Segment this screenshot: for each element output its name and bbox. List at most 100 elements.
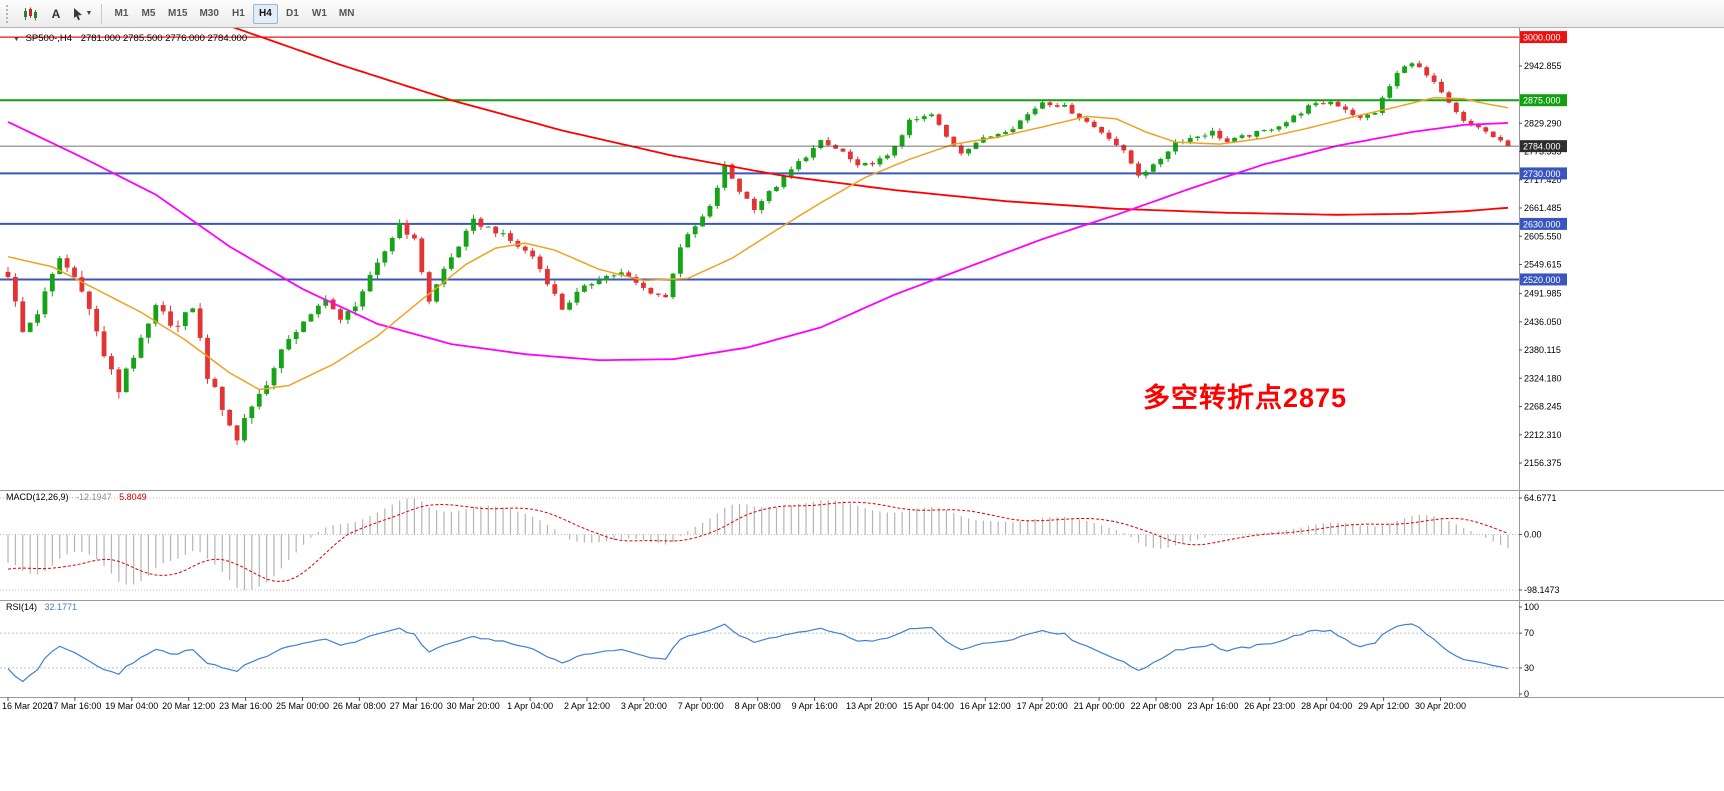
svg-text:16 Apr 12:00: 16 Apr 12:00: [960, 701, 1011, 711]
svg-text:16 Mar 2020: 16 Mar 2020: [2, 701, 53, 711]
timeframe-toolbar: M1 M5 M15 M30 H1 H4 D1 W1 MN: [108, 3, 360, 24]
svg-text:2436.050: 2436.050: [1524, 317, 1562, 327]
svg-text:2605.550: 2605.550: [1524, 231, 1562, 241]
timeframe-button-m1[interactable]: M1: [114, 8, 129, 19]
svg-text:2549.615: 2549.615: [1524, 259, 1562, 269]
svg-text:2324.180: 2324.180: [1524, 373, 1562, 383]
svg-text:27 Mar 16:00: 27 Mar 16:00: [390, 701, 443, 711]
svg-text:-98.1473: -98.1473: [1524, 585, 1560, 595]
svg-text:2730.000: 2730.000: [1523, 169, 1561, 179]
timeframe-button-h4[interactable]: H4: [252, 3, 278, 24]
svg-text:2520.000: 2520.000: [1523, 275, 1561, 285]
chart-annotation-text[interactable]: 多空转折点2875: [1143, 383, 1348, 413]
svg-text:3 Apr 20:00: 3 Apr 20:00: [621, 701, 667, 711]
timeframe-button-mn[interactable]: MN: [338, 8, 355, 19]
cursor-tool-button[interactable]: ▼: [70, 3, 94, 25]
svg-text:2717.420: 2717.420: [1524, 175, 1562, 185]
timeframe-button-m5[interactable]: M5: [141, 8, 156, 19]
macd-signal-value: 5.8049: [119, 492, 147, 502]
macd-name: MACD(12,26,9): [6, 492, 69, 502]
ohlc-values: 2781.000 2785.500 2776.000 2784.000: [80, 33, 248, 44]
svg-text:8 Apr 08:00: 8 Apr 08:00: [735, 701, 781, 711]
svg-text:19 Mar 04:00: 19 Mar 04:00: [105, 701, 158, 711]
chart-menu-icon[interactable]: ▼: [13, 36, 20, 43]
hlines-layer: [0, 36, 1519, 281]
svg-text:2630.000: 2630.000: [1523, 219, 1561, 229]
svg-text:30 Mar 20:00: 30 Mar 20:00: [447, 701, 500, 711]
svg-text:26 Apr 23:00: 26 Apr 23:00: [1244, 701, 1295, 711]
rsi-layer: [0, 623, 1519, 683]
svg-text:28 Apr 04:00: 28 Apr 04:00: [1301, 701, 1352, 711]
candles-layer: [5, 60, 1511, 445]
svg-text:3000.000: 3000.000: [1523, 33, 1561, 43]
candlestick-icon: [23, 7, 37, 20]
timeframe-button-w1[interactable]: W1: [311, 8, 327, 19]
svg-text:30: 30: [1524, 663, 1534, 673]
svg-text:2268.245: 2268.245: [1524, 402, 1562, 412]
svg-text:2491.985: 2491.985: [1524, 289, 1562, 299]
svg-text:23 Mar 16:00: 23 Mar 16:00: [219, 701, 272, 711]
svg-text:64.6771: 64.6771: [1524, 493, 1557, 503]
svg-text:21 Apr 00:00: 21 Apr 00:00: [1074, 701, 1125, 711]
svg-text:2942.855: 2942.855: [1524, 61, 1562, 71]
svg-text:100: 100: [1524, 602, 1539, 612]
macd-indicator-label: MACD(12,26,9) -12.1947 5.8049: [6, 492, 147, 502]
macd-signal-line: [7, 501, 1509, 583]
svg-text:2212.310: 2212.310: [1524, 430, 1562, 440]
svg-text:2784.000: 2784.000: [1523, 142, 1561, 152]
svg-text:13 Apr 20:00: 13 Apr 20:00: [846, 701, 897, 711]
cursor-icon: [73, 7, 82, 20]
chart-canvas[interactable]: 2942.8552829.2902773.5552717.4202661.485…: [0, 28, 1724, 715]
text-tool-button[interactable]: A: [44, 3, 68, 25]
timeframe-button-m15[interactable]: M15: [168, 8, 188, 19]
toolbar: A ▼ M1 M5 M15 M30 H1 H4 D1 W1 MN: [0, 0, 1724, 28]
ma-lines-layer: [7, 28, 1509, 391]
svg-text:22 Apr 08:00: 22 Apr 08:00: [1130, 701, 1181, 711]
svg-text:17 Apr 20:00: 17 Apr 20:00: [1017, 701, 1068, 711]
price-tag-2520.000: 2520.000: [1520, 273, 1567, 286]
svg-text:29 Apr 12:00: 29 Apr 12:00: [1358, 701, 1409, 711]
svg-text:1 Apr 04:00: 1 Apr 04:00: [507, 701, 553, 711]
toolbar-separator: [101, 3, 102, 24]
price-tag-2784.000: 2784.000: [1520, 140, 1567, 153]
svg-text:30 Apr 20:00: 30 Apr 20:00: [1415, 701, 1466, 711]
timeframe-button-d1[interactable]: D1: [286, 8, 299, 19]
macd-layer: [0, 497, 1519, 591]
svg-text:2829.290: 2829.290: [1524, 118, 1562, 128]
timeframe-button-m30[interactable]: M30: [199, 8, 219, 19]
svg-text:20 Mar 12:00: 20 Mar 12:00: [162, 701, 215, 711]
rsi-indicator-label: RSI(14) 32.1771: [6, 602, 77, 612]
symbol-name: SP500-,H4: [25, 33, 73, 44]
svg-text:0.00: 0.00: [1524, 530, 1542, 540]
svg-text:2661.485: 2661.485: [1524, 203, 1562, 213]
svg-text:26 Mar 08:00: 26 Mar 08:00: [333, 701, 386, 711]
macd-main-value: -12.1947: [76, 492, 112, 502]
rsi-line: [7, 623, 1509, 683]
price-tag-3000.000: 3000.000: [1520, 31, 1567, 44]
symbol-ohlc-label: ▼ SP500-,H4 2781.000 2785.500 2776.000 2…: [13, 33, 247, 44]
ma-slow-red[interactable]: [8, 28, 1509, 216]
price-tag-2730.000: 2730.000: [1520, 167, 1567, 180]
timeframe-button-h1[interactable]: H1: [232, 8, 245, 19]
svg-text:70: 70: [1524, 628, 1534, 638]
toolbar-grip[interactable]: [6, 4, 12, 23]
chevron-down-icon: ▼: [85, 10, 93, 17]
svg-text:25 Mar 00:00: 25 Mar 00:00: [276, 701, 329, 711]
ma-mid-magenta[interactable]: [7, 121, 1509, 362]
svg-text:2875.000: 2875.000: [1523, 96, 1561, 106]
chart-type-icon[interactable]: [18, 3, 42, 25]
svg-text:2380.115: 2380.115: [1524, 345, 1561, 355]
svg-text:7 Apr 00:00: 7 Apr 00:00: [678, 701, 724, 711]
svg-text:2 Apr 12:00: 2 Apr 12:00: [564, 701, 610, 711]
svg-text:0: 0: [1524, 689, 1529, 699]
ma-fast-orange[interactable]: [7, 96, 1509, 391]
price-tag-2630.000: 2630.000: [1520, 217, 1567, 230]
svg-text:23 Apr 16:00: 23 Apr 16:00: [1187, 701, 1238, 711]
rsi-value: 32.1771: [44, 602, 78, 612]
text-tool-label: A: [51, 6, 61, 21]
svg-text:2156.375: 2156.375: [1524, 458, 1562, 468]
price-axis: 2942.8552829.2902773.5552717.4202661.485…: [1519, 61, 1562, 468]
svg-text:9 Apr 16:00: 9 Apr 16:00: [792, 701, 838, 711]
price-tag-2875.000: 2875.000: [1520, 94, 1567, 107]
